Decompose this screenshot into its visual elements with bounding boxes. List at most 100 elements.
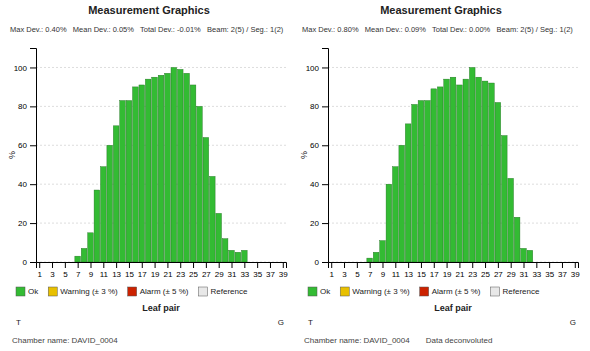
tick: 1: [37, 262, 42, 279]
tick: 40: [18, 180, 36, 189]
tick: 25: [481, 262, 490, 279]
legend-item: Alarm (± 5 %): [420, 287, 481, 296]
tick: 27: [494, 262, 503, 279]
tick-mark: [322, 106, 328, 107]
tick-label: 37: [266, 270, 275, 279]
tick-mark: [206, 262, 207, 268]
tick: 5: [63, 262, 68, 279]
bar: [482, 81, 488, 262]
tick: 23: [176, 262, 185, 279]
bar: [216, 213, 222, 262]
tick: 60: [310, 141, 328, 150]
subtitle: Max Dev.: 0.40% Mean Dev.: 0.05% Total D…: [10, 25, 284, 34]
tick: 19: [443, 262, 452, 279]
bar: [418, 101, 424, 262]
bar: [527, 250, 533, 262]
tick-label: 25: [189, 270, 198, 279]
legend-swatch: [308, 287, 317, 296]
tick: 100: [306, 64, 328, 73]
tick-mark: [232, 262, 233, 268]
legend-swatch: [340, 287, 349, 296]
tick-label: 80: [18, 102, 27, 111]
tick: 35: [253, 262, 262, 279]
tick-label: 21: [455, 270, 464, 279]
legend-item: Ok: [308, 287, 331, 296]
tick: 19: [151, 262, 160, 279]
tick: 17: [430, 262, 439, 279]
tick-mark: [283, 262, 284, 268]
title: Measurement Graphics: [380, 4, 502, 16]
footer-text: Chamber name: DAVID_0004: [304, 336, 410, 345]
tick-label: 31: [228, 270, 237, 279]
bar: [521, 248, 527, 262]
tick: 37: [266, 262, 275, 279]
tick-label: 0: [23, 258, 28, 267]
bar: [457, 85, 463, 262]
tick-mark: [180, 262, 181, 268]
bar: [88, 233, 94, 262]
tick-mark: [90, 262, 91, 268]
tick-mark: [485, 262, 486, 268]
tick: 35: [545, 262, 554, 279]
tick-mark: [357, 262, 358, 268]
legend-label: Warning (± 3 %): [60, 287, 118, 296]
bar: [222, 239, 228, 262]
grid: [36, 67, 286, 262]
tick: 13: [404, 262, 413, 279]
bar: [107, 145, 113, 262]
legend-label: Alarm (± 5 %): [140, 287, 189, 296]
tick-label: 7: [76, 270, 81, 279]
bar: [126, 101, 132, 262]
tick-mark: [142, 262, 143, 268]
tick: 0: [23, 258, 36, 267]
tick-label: 11: [100, 270, 109, 279]
tick-mark: [498, 262, 499, 268]
tick-mark: [322, 223, 328, 224]
bar: [508, 178, 514, 262]
bar: [476, 77, 482, 262]
y-label: %: [299, 151, 309, 159]
tick-label: 100: [14, 64, 28, 73]
bar: [399, 145, 405, 262]
bar: [367, 258, 373, 262]
tick-label: 35: [253, 270, 262, 279]
tick-label: 80: [310, 102, 319, 111]
legend-label: Warning (± 3 %): [352, 287, 410, 296]
tick-mark: [30, 262, 36, 263]
tick: 5: [355, 262, 360, 279]
legend-item: Warning (± 3 %): [340, 287, 410, 296]
bar: [209, 176, 215, 262]
tick: 17: [138, 262, 147, 279]
grid: [328, 67, 578, 262]
tick-mark: [30, 145, 36, 146]
tick-label: 15: [417, 270, 426, 279]
tick-label: 1: [37, 270, 42, 279]
bar: [380, 241, 386, 262]
tick-label: 1: [329, 270, 334, 279]
grid-line: [328, 67, 578, 68]
bar: [437, 87, 443, 262]
bar: [139, 85, 145, 262]
bar: [229, 250, 235, 262]
tick-mark: [129, 262, 130, 268]
bar: [81, 248, 87, 262]
tick-mark: [549, 262, 550, 268]
tick-label: 29: [507, 270, 516, 279]
tick-label: 33: [532, 270, 541, 279]
tick: 13: [112, 262, 121, 279]
tick-mark: [322, 184, 328, 185]
tick-label: 20: [18, 219, 27, 228]
legend-item: Alarm (± 5 %): [128, 287, 189, 296]
tick-label: 0: [315, 258, 320, 267]
tick-mark: [562, 262, 563, 268]
subtitle: Max Dev.: 0.80% Mean Dev.: 0.09% Total D…: [302, 25, 573, 34]
tick-mark: [322, 262, 328, 263]
bar: [386, 184, 392, 262]
bar: [152, 77, 158, 262]
title: Measurement Graphics: [88, 4, 210, 16]
tick: 7: [76, 262, 81, 279]
tick: 11: [100, 262, 109, 279]
tick-label: 27: [494, 270, 503, 279]
legend-label: Reference: [211, 287, 248, 296]
bar: [190, 85, 196, 262]
